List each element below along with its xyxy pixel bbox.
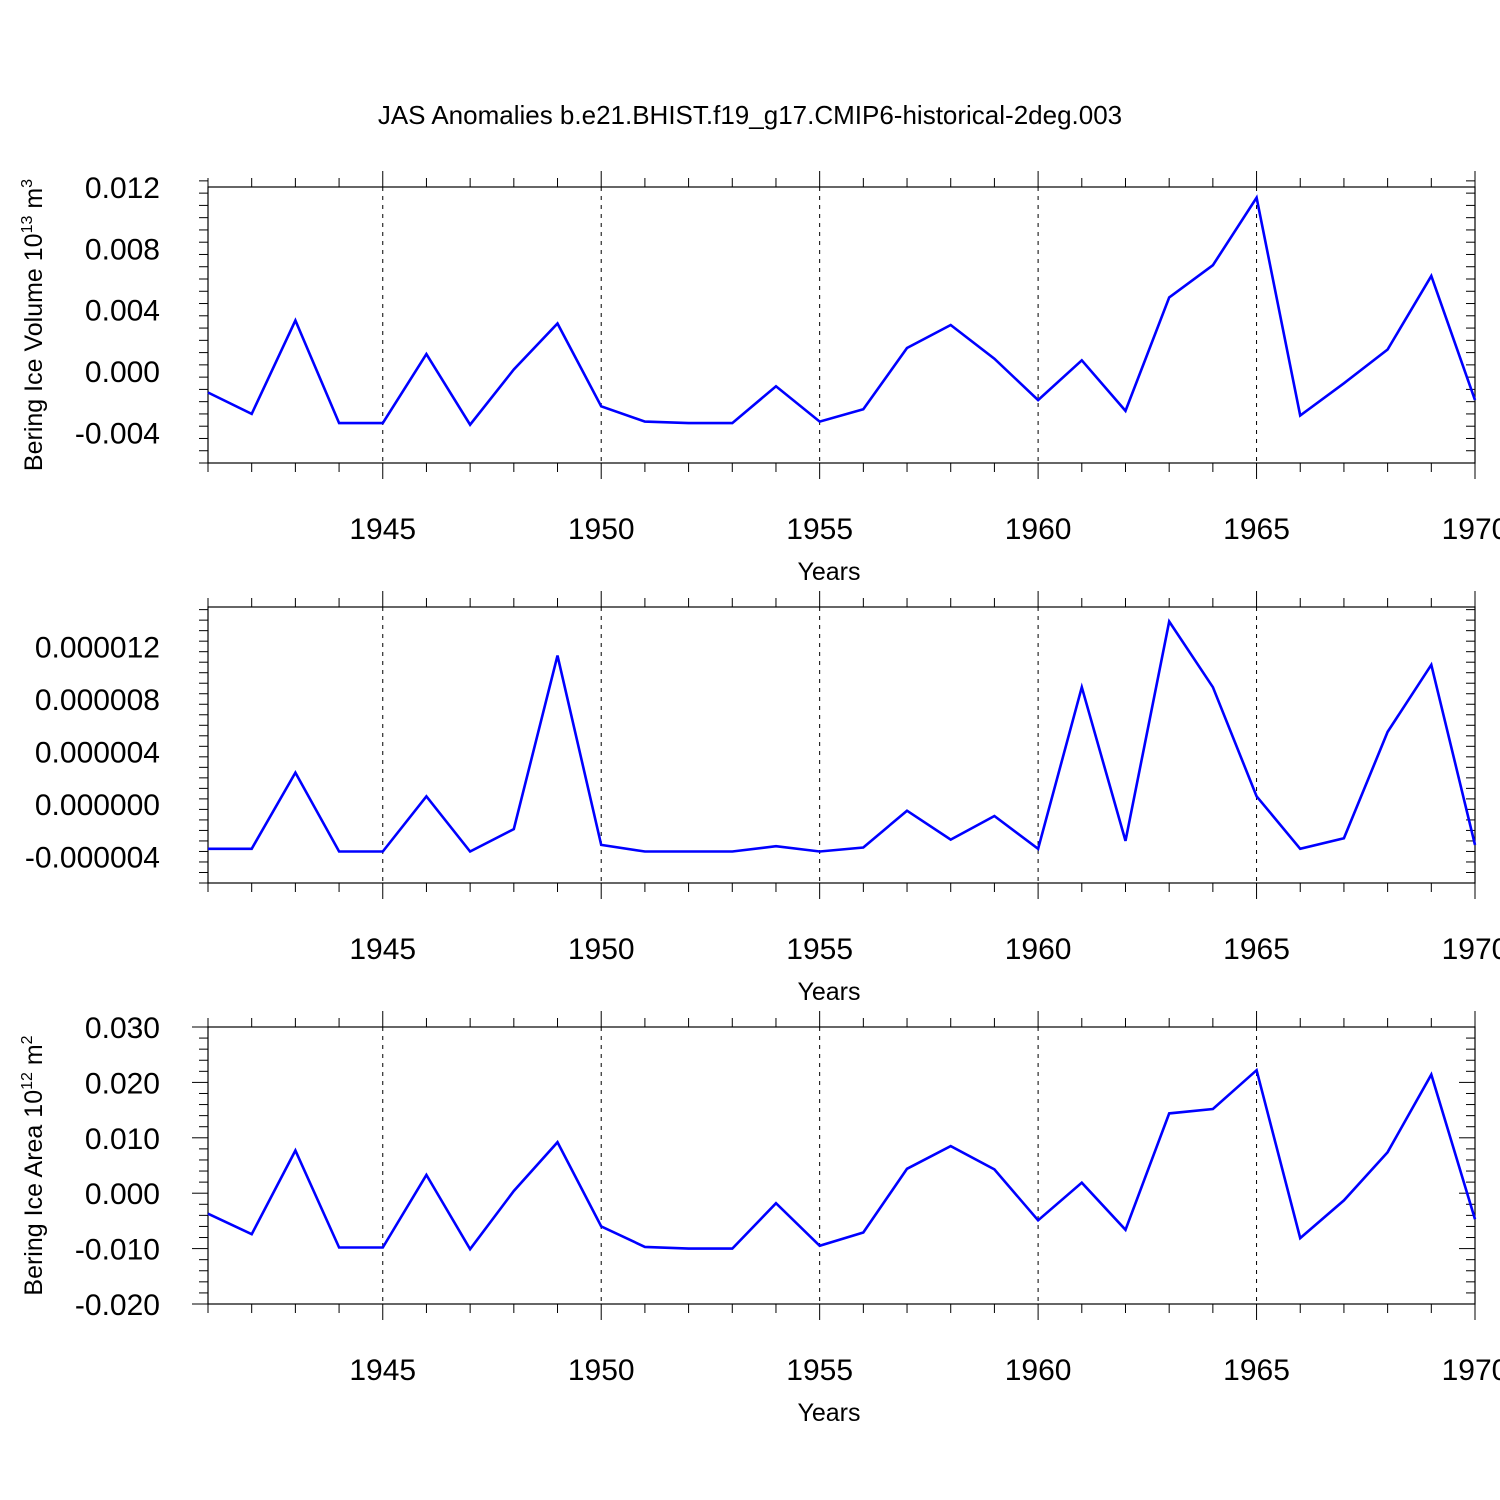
y-tick-label: 0.000004 xyxy=(35,737,160,770)
y-tick-label: 0.012 xyxy=(85,172,160,205)
x-tick-label: 1970 xyxy=(1442,1354,1500,1387)
y-tick-label: 0.004 xyxy=(85,295,160,328)
x-tick-label: 1945 xyxy=(349,513,416,546)
x-axis-title: Years xyxy=(797,1399,860,1427)
x-tick-label: 1965 xyxy=(1223,513,1290,546)
plot-frame xyxy=(207,186,1476,464)
x-tick-label: 1945 xyxy=(349,933,416,966)
y-axis-title: Bering Ice Area 1012 m2 xyxy=(19,1035,48,1295)
chart-title: JAS Anomalies b.e21.BHIST.f19_g17.CMIP6-… xyxy=(378,100,1122,130)
x-tick-label: 1960 xyxy=(1005,1354,1072,1387)
y-axis-title: Bering Ice Volume 1013 m3 xyxy=(19,179,48,471)
y-tick-label: -0.010 xyxy=(75,1234,160,1267)
series-line-area xyxy=(207,1067,1477,1252)
x-axis-title: Years xyxy=(797,558,860,586)
x-tick-label: 1950 xyxy=(568,1354,635,1387)
series-line-volume xyxy=(207,194,1477,427)
y-tick-label: -0.020 xyxy=(75,1289,160,1322)
y-tick-label: 0.000008 xyxy=(35,684,160,717)
x-axis-title: Years xyxy=(797,978,860,1006)
plot-frame xyxy=(207,1026,1476,1305)
x-tick-label: 1950 xyxy=(568,513,635,546)
x-tick-label: 1945 xyxy=(349,1354,416,1387)
y-tick-label: -0.004 xyxy=(75,417,160,450)
plot-frame xyxy=(207,606,1476,884)
x-tick-label: 1965 xyxy=(1223,933,1290,966)
x-tick-label: 1955 xyxy=(786,933,853,966)
x-tick-label: 1970 xyxy=(1442,513,1500,546)
y-tick-label: -0.000004 xyxy=(25,842,160,875)
x-tick-label: 1950 xyxy=(568,933,635,966)
x-tick-label: 1970 xyxy=(1442,933,1500,966)
x-tick-label: 1955 xyxy=(786,1354,853,1387)
y-tick-label: 0.000000 xyxy=(35,789,160,822)
chart-panel-middle: -0.000004 0.000000 0.000004 0.000008 0.00001… xyxy=(25,591,1500,1006)
x-tick-label: 1960 xyxy=(1005,933,1072,966)
x-tick-label: 1965 xyxy=(1223,1354,1290,1387)
x-tick-label: 1960 xyxy=(1005,513,1072,546)
chart-panel-volume: -0.004 0.000 0.004 0.008 0.012 1945 1950 1955 19… xyxy=(19,171,1500,586)
y-tick-label: 0.008 xyxy=(85,233,160,266)
x-tick-label: 1955 xyxy=(786,513,853,546)
y-tick-label: 0.000 xyxy=(85,356,160,389)
chart-panel-area: -0.020 -0.010 0.000 0.010 0.020 0.030 1945 1950… xyxy=(19,1011,1500,1427)
y-tick-label: 0.020 xyxy=(85,1067,160,1100)
series-line-middle xyxy=(208,618,1477,854)
y-tick-label: 0.000 xyxy=(85,1178,160,1211)
y-tick-label: 0.030 xyxy=(85,1012,160,1045)
y-tick-label: 0.010 xyxy=(85,1123,160,1156)
y-tick-label: 0.000012 xyxy=(35,631,160,664)
